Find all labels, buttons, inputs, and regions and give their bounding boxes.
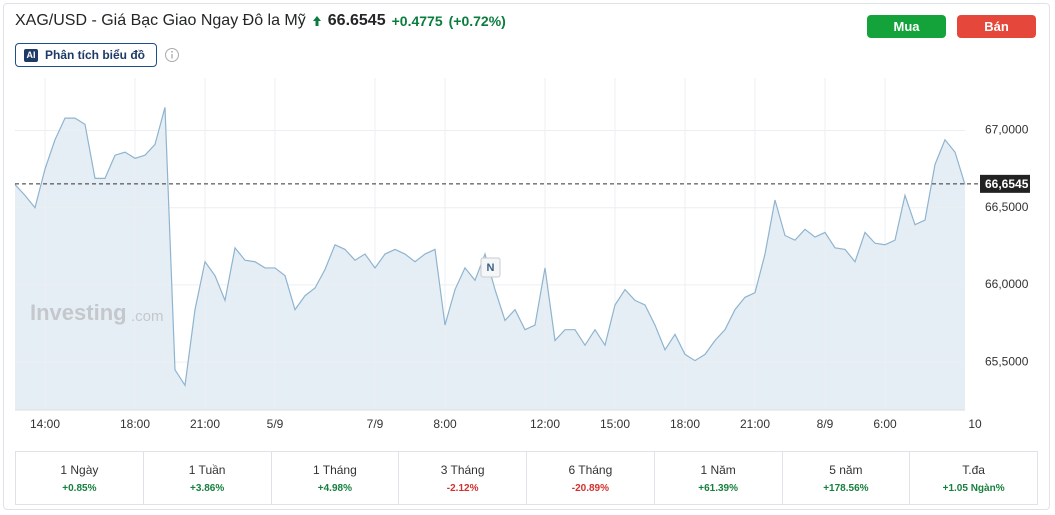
- period-change: +3.86%: [190, 482, 225, 494]
- x-tick-label: 21:00: [190, 417, 220, 431]
- up-arrow-icon: [312, 16, 321, 26]
- period-cell[interactable]: 1 Tháng +4.98%: [270, 452, 399, 504]
- period-cell[interactable]: 3 Tháng -2.12%: [398, 452, 526, 504]
- y-tick-label: 66,0000: [985, 277, 1029, 291]
- price: 66.6545: [327, 12, 386, 29]
- period-change: -20.89%: [571, 482, 609, 494]
- ai-label: Phân tích biểu đồ: [45, 48, 146, 62]
- instrument-title: XAG/USD - Giá Bạc Giao Ngay Đô la Mỹ: [15, 12, 306, 29]
- x-tick-label: 5/9: [267, 417, 284, 431]
- period-label: 3 Tháng: [440, 462, 485, 477]
- period-cell[interactable]: T.đa +1.05 Ngàn%: [909, 452, 1037, 504]
- period-cell[interactable]: 1 Ngày +0.85%: [16, 452, 143, 504]
- x-tick-label: 12:00: [530, 417, 560, 431]
- x-tick-label: 21:00: [740, 417, 770, 431]
- change-percent: (+0.72%): [448, 13, 506, 29]
- period-table: 1 Ngày +0.85% 1 Tuần +3.86% 1 Tháng +4.98% 3 T…: [15, 451, 1038, 505]
- period-label: 1 Năm: [700, 462, 736, 477]
- info-icon[interactable]: [164, 47, 180, 63]
- x-tick-label: 6:00: [873, 417, 897, 431]
- period-change: +0.85%: [62, 482, 97, 494]
- period-cell[interactable]: 6 Tháng -20.89%: [526, 452, 654, 504]
- x-tick-label: 18:00: [120, 417, 150, 431]
- period-label: 1 Tháng: [312, 462, 357, 477]
- last-price-label: 66,6545: [985, 177, 1029, 191]
- grid: [15, 78, 965, 410]
- y-tick-label: 65,5000: [985, 354, 1029, 368]
- period-cell[interactable]: 5 năm +178.56%: [781, 452, 910, 504]
- period-cell[interactable]: 1 Năm +61.39%: [653, 452, 782, 504]
- period-label: 1 Tuần: [188, 462, 226, 477]
- change: +0.4775: [391, 13, 443, 29]
- period-label: 6 Tháng: [568, 462, 613, 477]
- sell-button[interactable]: Bán: [957, 15, 1036, 38]
- period-label: T.đa: [962, 462, 985, 477]
- period-cell[interactable]: 1 Tuần +3.86%: [142, 452, 271, 504]
- x-tick-label: 18:00: [670, 417, 700, 431]
- period-change: -2.12%: [446, 482, 479, 494]
- last-price-box: [980, 174, 1030, 193]
- period-change: +178.56%: [823, 482, 869, 494]
- annotation: N: [487, 262, 495, 274]
- watermark-suffix: .com: [131, 308, 164, 325]
- x-tick-label: 15:00: [600, 417, 630, 431]
- period-label: 5 năm: [829, 462, 863, 477]
- period-change: +61.39%: [698, 482, 738, 494]
- area-fill: [15, 107, 965, 410]
- x-tick-label: 14:00: [30, 417, 60, 431]
- annotation-box: [480, 257, 501, 278]
- period-label: 1 Ngày: [60, 462, 99, 477]
- period-change: +4.98%: [317, 482, 352, 494]
- x-tick-label: 8:00: [433, 417, 457, 431]
- widget-frame: [3, 3, 1050, 510]
- y-tick-label: 67,0000: [985, 123, 1029, 137]
- x-tick-label: 8/9: [817, 417, 834, 431]
- x-tick-label: 7/9: [367, 417, 384, 431]
- period-change: +1.05 Ngàn%: [942, 482, 1005, 494]
- buy-button[interactable]: Mua: [867, 15, 946, 38]
- watermark-brand: Investing: [30, 300, 127, 325]
- x-tick-label: 10: [968, 417, 982, 431]
- ai-analysis-button[interactable]: AI Phân tích biểu đồ: [15, 43, 157, 67]
- ai-badge: AI: [24, 48, 38, 62]
- y-tick-label: 66,5000: [985, 200, 1029, 214]
- header: XAG/USD - Giá Bạc Giao Ngay Đô la Mỹ 66.…: [15, 12, 506, 30]
